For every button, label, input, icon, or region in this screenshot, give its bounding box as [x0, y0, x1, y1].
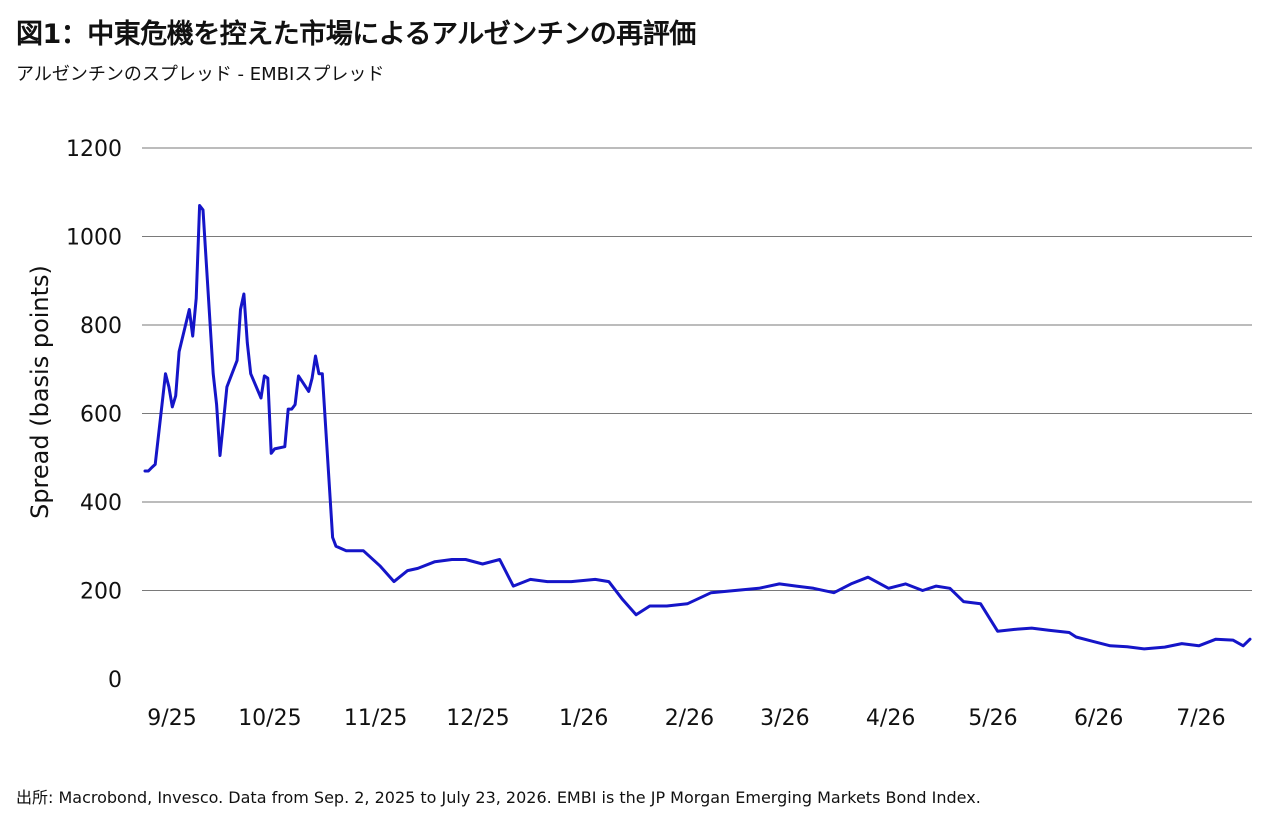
chart-title: 図1：中東危機を控えた市場によるアルゼンチンの再評価 — [16, 19, 696, 50]
y-tick-label: 1200 — [66, 137, 122, 162]
x-tick-label: 6/26 — [1074, 706, 1123, 731]
y-axis-label: Spread (basis points) — [26, 265, 54, 519]
chart-subtitle: アルゼンチンのスプレッド - EMBIスプレッド — [16, 64, 385, 85]
x-tick-label: 12/25 — [446, 706, 509, 731]
y-tick-label: 800 — [80, 314, 122, 339]
y-tick-label: 0 — [108, 668, 122, 693]
y-tick-label: 200 — [80, 580, 122, 605]
y-tick-label: 600 — [80, 403, 122, 428]
y-axis-ticks: 0 200 400 600 800 1000 1200 — [66, 137, 122, 693]
line-chart: 0 200 400 600 800 1000 1200 9/25 10/25 11/25 12/2… — [26, 137, 1252, 731]
x-tick-label: 2/26 — [665, 706, 714, 731]
x-tick-label: 4/26 — [866, 706, 915, 731]
y-tick-label: 1000 — [66, 226, 122, 251]
x-tick-label: 7/26 — [1176, 706, 1225, 731]
x-tick-label: 11/25 — [344, 706, 407, 731]
source-note: 出所: Macrobond, Invesco. Data from Sep. 2… — [16, 788, 981, 807]
x-tick-label: 3/26 — [760, 706, 809, 731]
x-tick-label: 5/26 — [968, 706, 1017, 731]
x-tick-label: 10/25 — [238, 706, 301, 731]
series-layer — [143, 204, 1252, 651]
series-line — [143, 204, 1252, 651]
x-tick-label: 1/26 — [559, 706, 608, 731]
x-axis-ticks: 9/25 10/25 11/25 12/25 1/26 2/26 3/26 4/26 5/26 6… — [147, 706, 1225, 731]
gridlines — [142, 147, 1252, 591]
y-tick-label: 400 — [80, 491, 122, 516]
x-tick-label: 9/25 — [147, 706, 196, 731]
